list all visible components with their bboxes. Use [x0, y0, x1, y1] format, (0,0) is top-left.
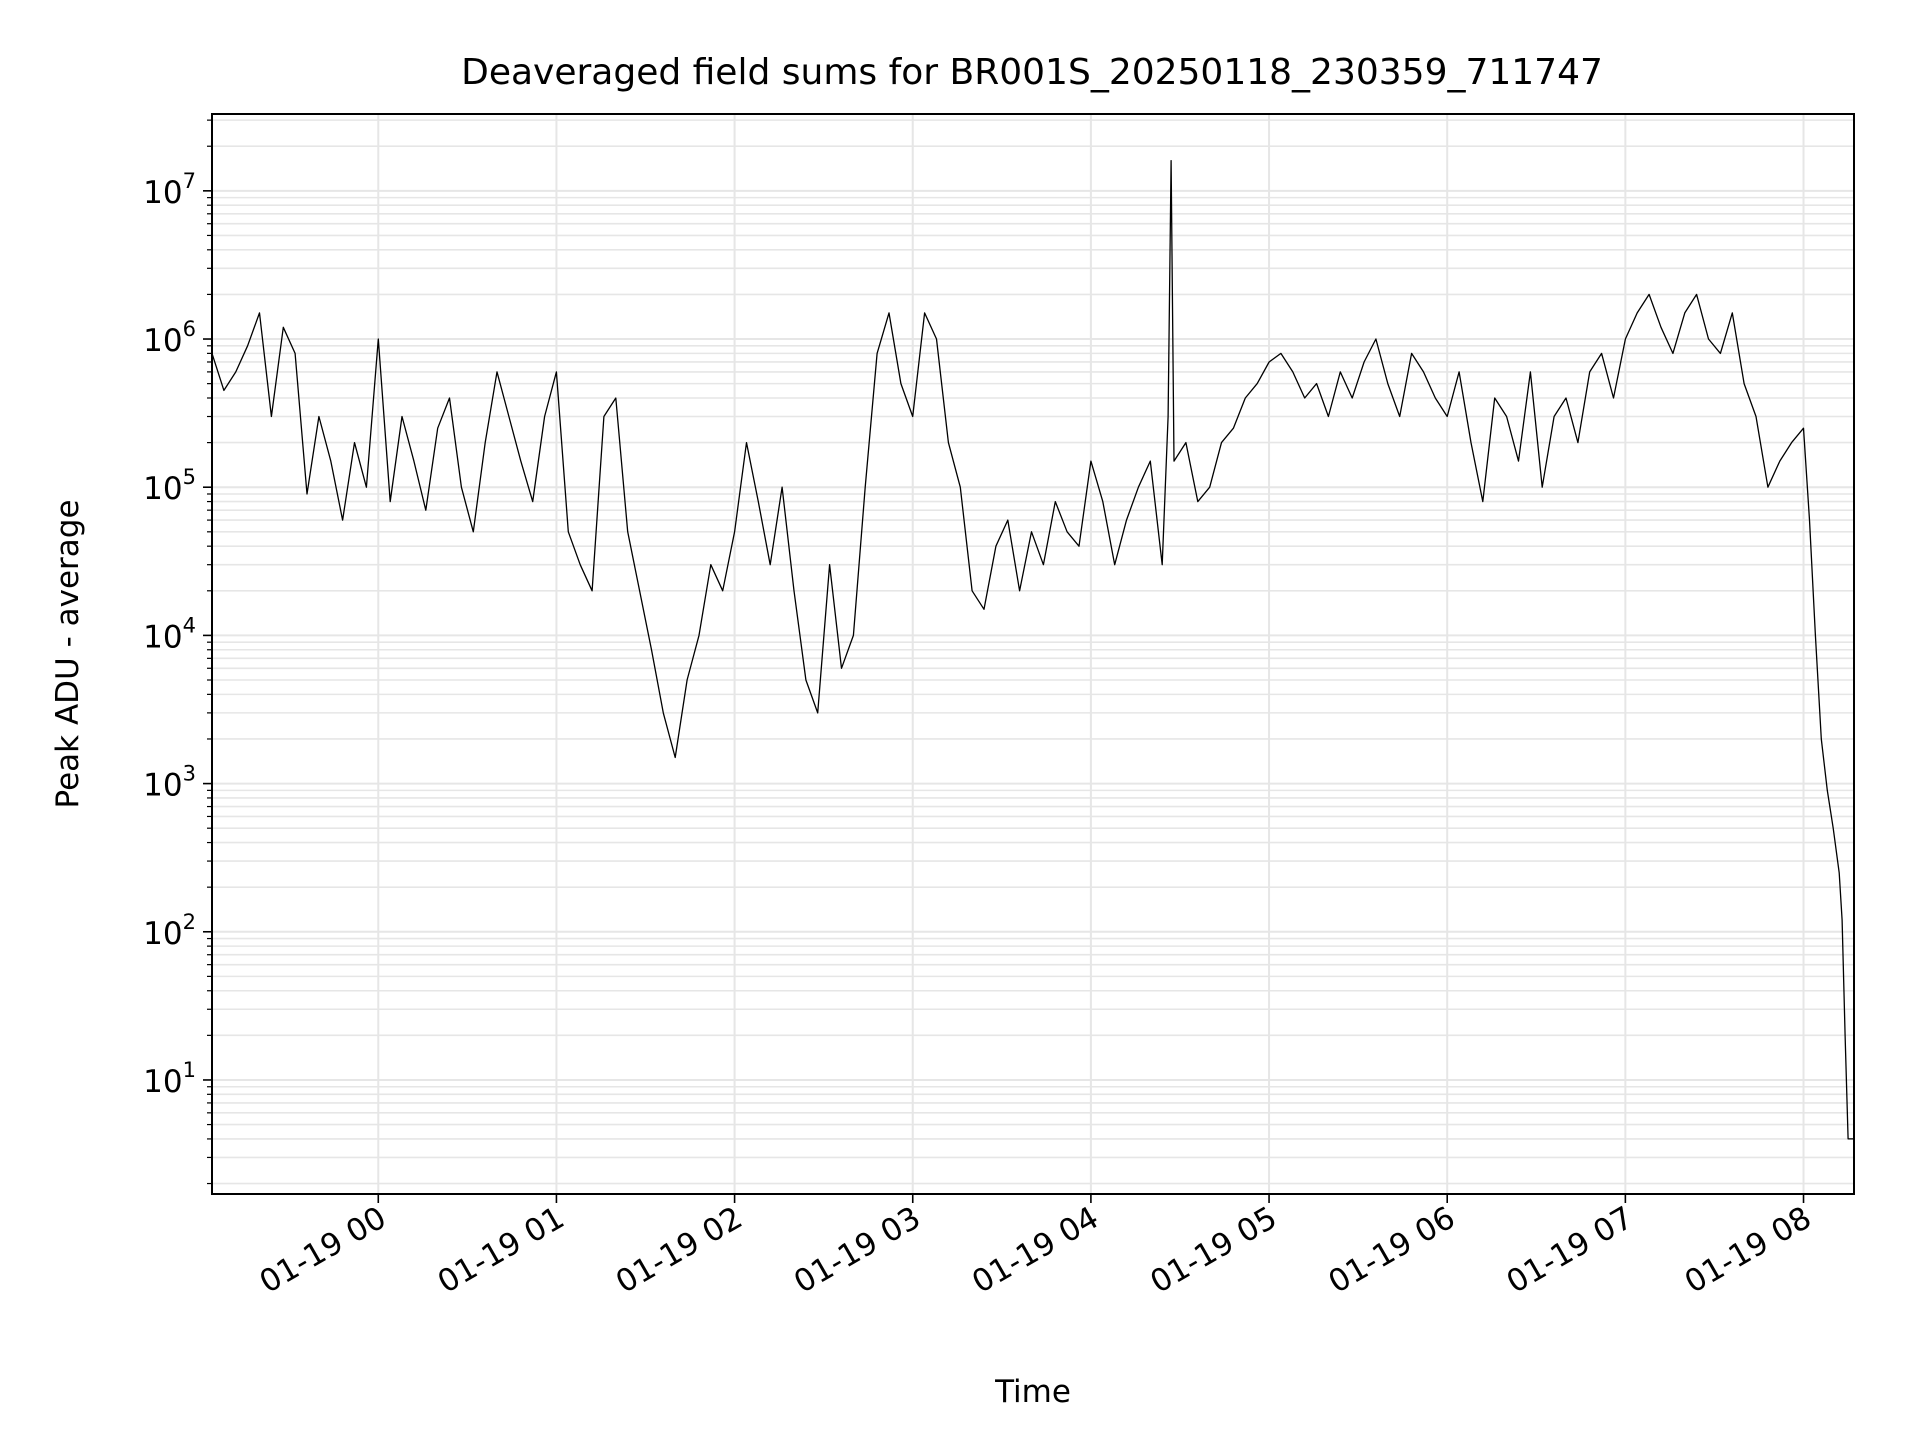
- y-tick-exponent: 3: [183, 762, 196, 786]
- y-tick-exponent: 1: [183, 1058, 196, 1082]
- x-axis-label: Time: [994, 1374, 1071, 1410]
- major-gridlines: [212, 114, 1854, 1194]
- y-tick-label: 107: [143, 169, 196, 211]
- chart-title: Deaveraged field sums for BR001S_2025011…: [461, 52, 1603, 93]
- y-tick-label: 105: [143, 465, 196, 507]
- plot-frame: [211, 113, 1855, 1195]
- y-tick-label: 104: [143, 613, 196, 655]
- y-tick-exponent: 2: [183, 910, 196, 934]
- y-tick-exponent: 5: [183, 465, 196, 489]
- y-tick-label: 101: [143, 1058, 196, 1100]
- y-tick-label: 103: [143, 762, 196, 804]
- y-tick-label: 102: [143, 910, 196, 952]
- y-tick-exponent: 7: [183, 169, 196, 193]
- series-line-0: [211, 159, 1854, 1140]
- series-layer: [211, 159, 1854, 1140]
- minor-gridlines: [212, 119, 1854, 1185]
- y-tick-base: 10: [143, 1064, 182, 1100]
- y-tick-exponent: 6: [183, 317, 196, 341]
- y-axis-label: Peak ADU - average: [50, 499, 86, 808]
- y-tick-base: 10: [143, 619, 182, 655]
- y-tick-base: 10: [143, 916, 182, 952]
- y-tick-base: 10: [143, 323, 182, 359]
- y-tick-base: 10: [143, 768, 182, 804]
- y-tick-exponent: 4: [183, 613, 196, 637]
- y-tick-base: 10: [143, 471, 182, 507]
- y-tick-base: 10: [143, 175, 182, 211]
- y-tick-label: 106: [143, 317, 196, 359]
